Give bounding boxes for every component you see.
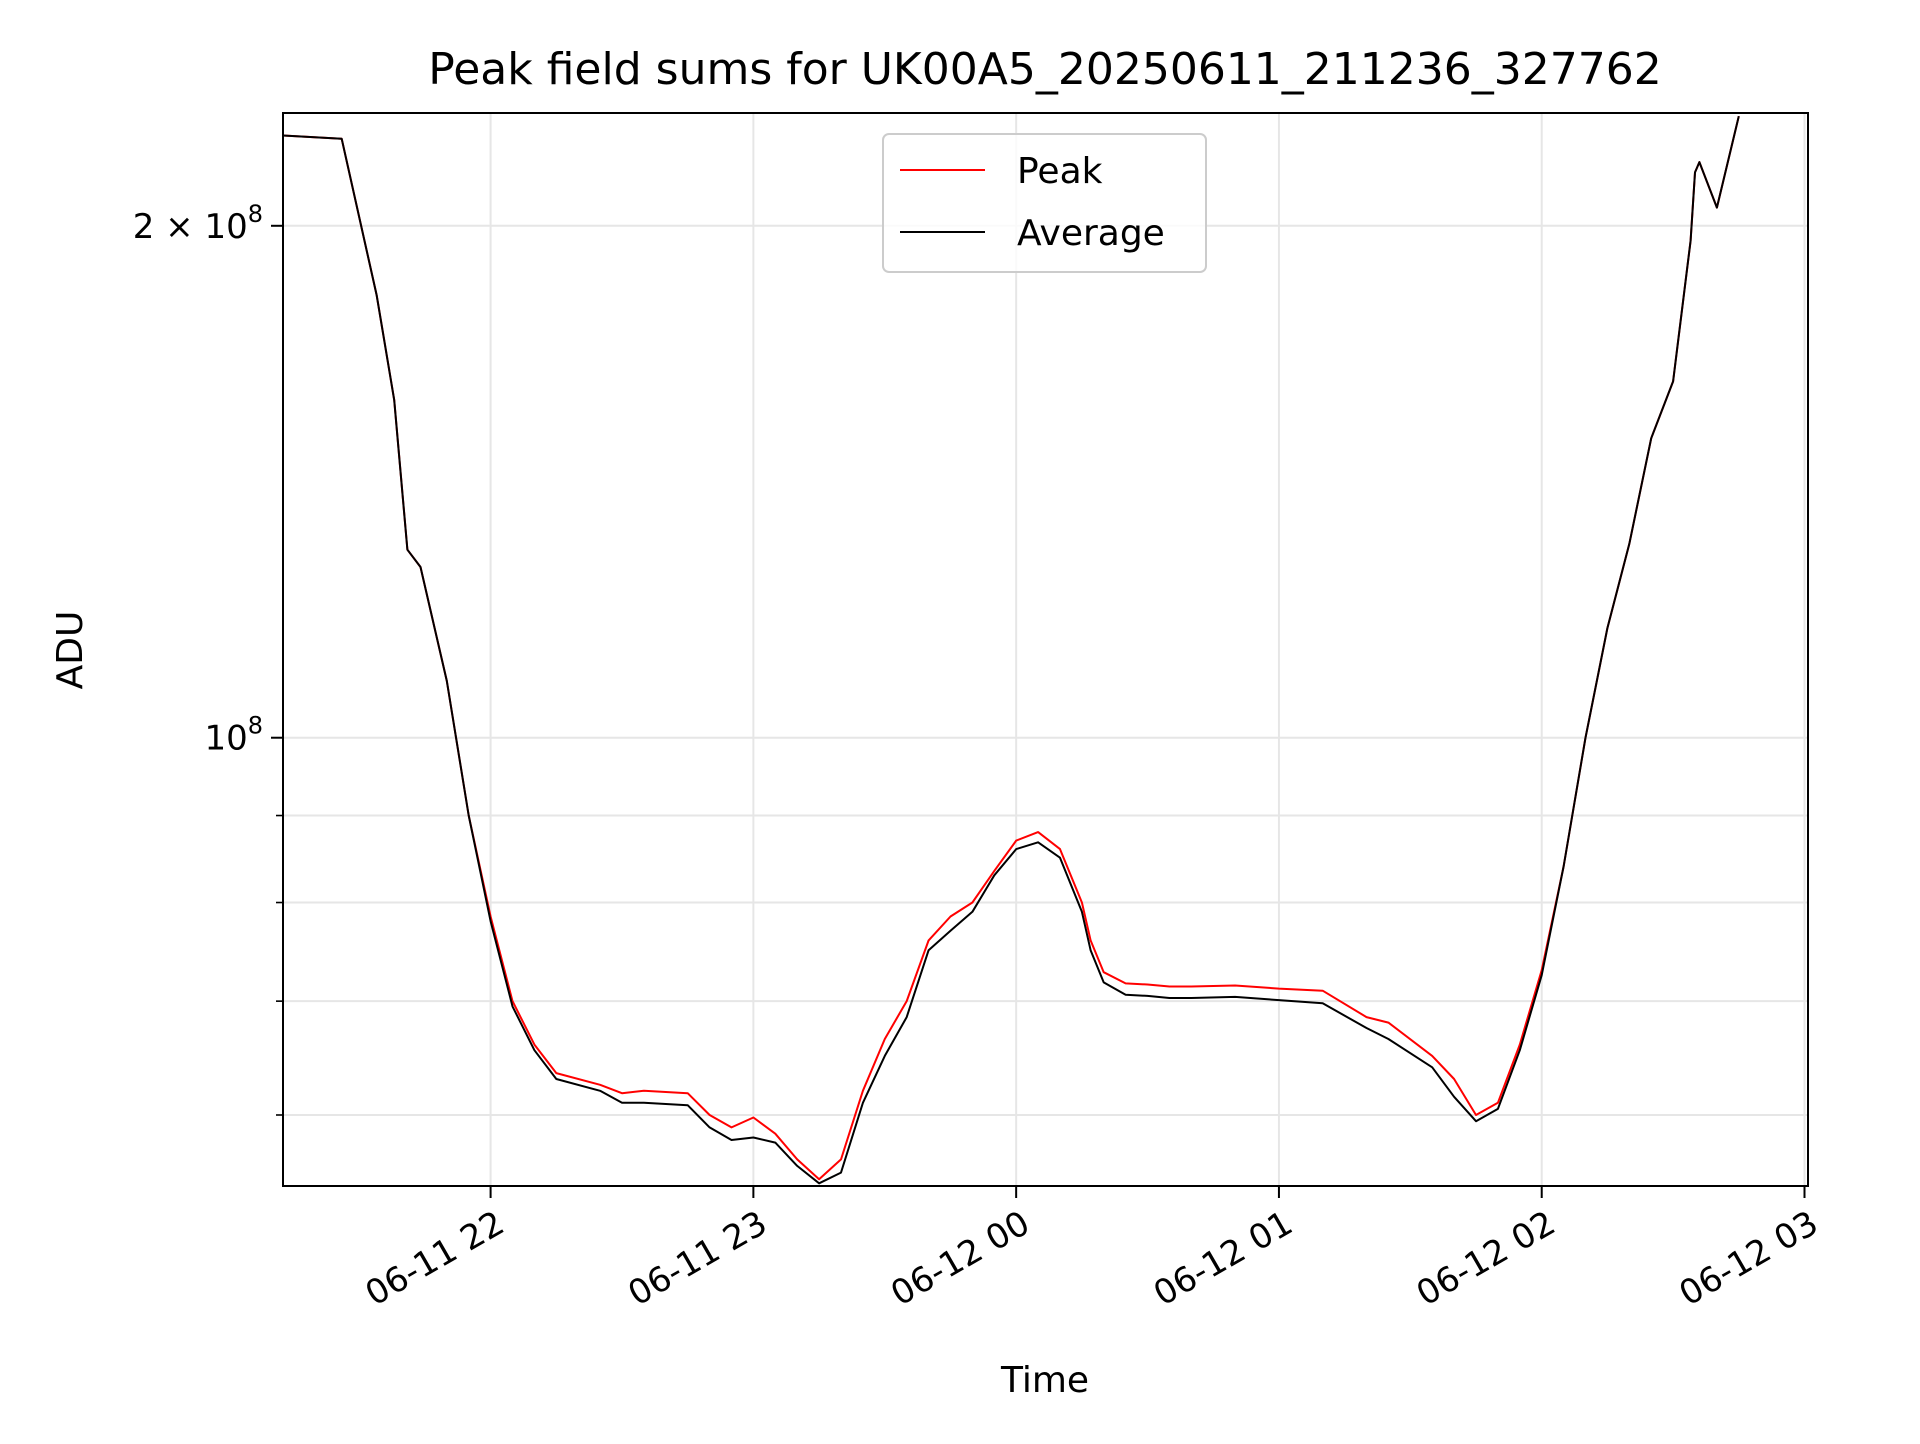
- x-tick-label: 06-12 02: [1410, 1203, 1562, 1314]
- x-tick-label: 06-12 01: [1147, 1203, 1299, 1314]
- legend: Peak Average: [882, 133, 1207, 273]
- chart-title: Peak field sums for UK00A5_20250611_2112…: [428, 44, 1661, 95]
- x-tick-label: 06-11 23: [621, 1203, 773, 1314]
- series-layer: [283, 115, 1740, 1185]
- plot-frame: [282, 112, 1809, 1187]
- series-line-peak: [283, 115, 1740, 1181]
- y-axis-label: ADU: [50, 611, 91, 690]
- y-axis: 108 2 × 108: [133, 200, 283, 1116]
- y-tick-label: 2 × 108: [133, 200, 263, 247]
- legend-box: [882, 133, 1207, 273]
- legend-label-peak: Peak: [1017, 151, 1103, 192]
- grid-lines: [283, 113, 1808, 1186]
- x-tick-label: 06-12 00: [884, 1203, 1036, 1314]
- y-tick-label: 108: [204, 712, 263, 759]
- legend-label-average: Average: [1017, 213, 1165, 254]
- x-tick-label: 06-11 22: [359, 1203, 511, 1314]
- x-axis-label: Time: [1000, 1360, 1089, 1401]
- plot-area: [283, 115, 1740, 1185]
- series-line-average: [283, 115, 1740, 1185]
- x-tick-label: 06-12 03: [1673, 1203, 1825, 1314]
- x-axis: 06-11 22 06-11 23 06-12 00 06-12 01 06-12 02…: [359, 1186, 1825, 1314]
